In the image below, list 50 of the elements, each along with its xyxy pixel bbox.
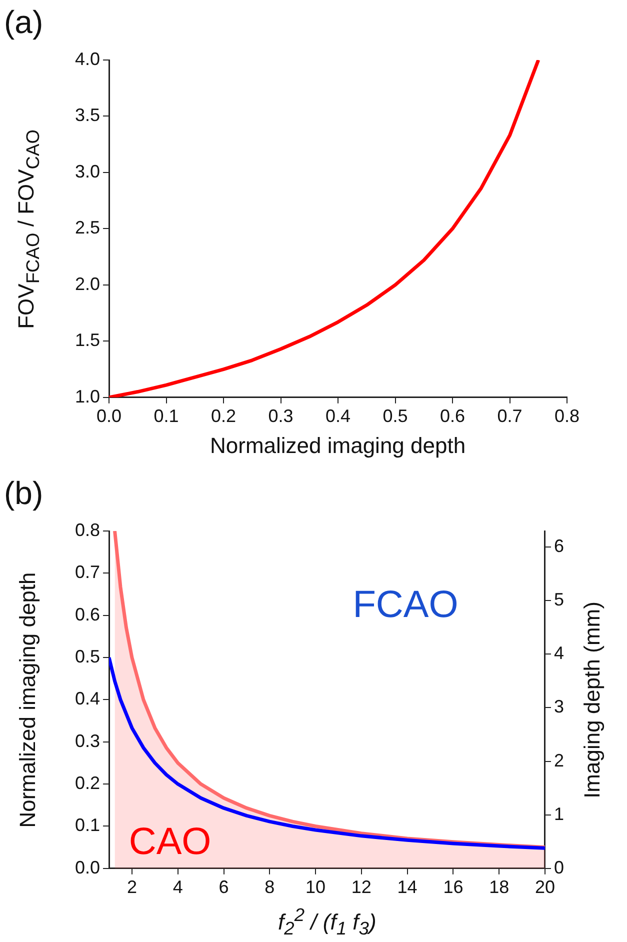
y-tick-label: 0.3 (74, 730, 100, 751)
y-tick-label: 0.1 (74, 815, 100, 836)
x-tick-label: 0.2 (211, 406, 236, 426)
y2-tick-label: 4 (554, 643, 564, 664)
y-tick-label: 0.0 (74, 857, 100, 878)
x-tick-label: 0.3 (268, 406, 294, 426)
y-tick-label: 0.6 (74, 604, 100, 624)
x-tick-label: 16 (443, 877, 464, 898)
y-tick-label: 4.0 (74, 48, 100, 69)
annotation: FCAO (352, 584, 458, 626)
x-tick-label: 0.0 (96, 406, 122, 426)
y-tick-label: 2.0 (74, 274, 100, 294)
x-tick-label: 6 (218, 877, 229, 898)
x-tick-label: 0.1 (154, 406, 179, 426)
y-tick-label: 3.5 (74, 105, 100, 126)
y-tick-label: 1.0 (74, 386, 100, 406)
y2-axis-title: Imaging depth (mm) (580, 601, 606, 798)
y-tick-label: 2.5 (74, 218, 100, 238)
y-tick-label: 1.5 (74, 330, 100, 350)
y-tick-label: 0.7 (74, 562, 100, 582)
x-tick-label: 4 (172, 877, 183, 898)
y2-tick-label: 3 (554, 696, 564, 717)
x-tick-label: 8 (264, 877, 275, 898)
x-tick-label: 0.4 (325, 406, 351, 426)
y-tick-label: 0.2 (74, 773, 100, 794)
y-axis-title: Normalized imaging depth (14, 572, 41, 828)
y2-tick-label: 1 (554, 804, 564, 824)
x-axis-title: Normalized imaging depth (210, 433, 466, 460)
x-tick-label: 18 (489, 877, 510, 898)
x-tick-label: 0.5 (382, 406, 408, 426)
chart-title: (a) (4, 4, 44, 41)
y2-tick-label: 5 (554, 590, 564, 610)
y-tick-label: 3.0 (74, 161, 100, 182)
x-tick-label: 0.8 (554, 406, 580, 426)
x-tick-label: 2 (126, 877, 137, 898)
x-tick-label: 12 (351, 877, 372, 898)
y-tick-label: 0.4 (74, 688, 100, 709)
x-tick-label: 0.7 (497, 406, 522, 426)
x-tick-label: 20 (534, 877, 556, 898)
y-tick-label: 0.8 (74, 520, 100, 540)
x-tick-label: 10 (306, 877, 326, 898)
x-axis-title: f$_{2}$$^{2}$ / (f$_{1}$ f$_{3}$) (278, 904, 376, 940)
y2-tick-label: 2 (554, 750, 564, 770)
annotation: CAO (128, 820, 212, 863)
y2-tick-label: 6 (554, 536, 564, 556)
chart-title: (b) (4, 475, 44, 512)
x-tick-label: 14 (397, 877, 418, 898)
y2-tick-label: 0 (554, 857, 564, 878)
x-tick-label: 0.6 (440, 406, 466, 426)
y-tick-label: 0.5 (74, 646, 100, 666)
